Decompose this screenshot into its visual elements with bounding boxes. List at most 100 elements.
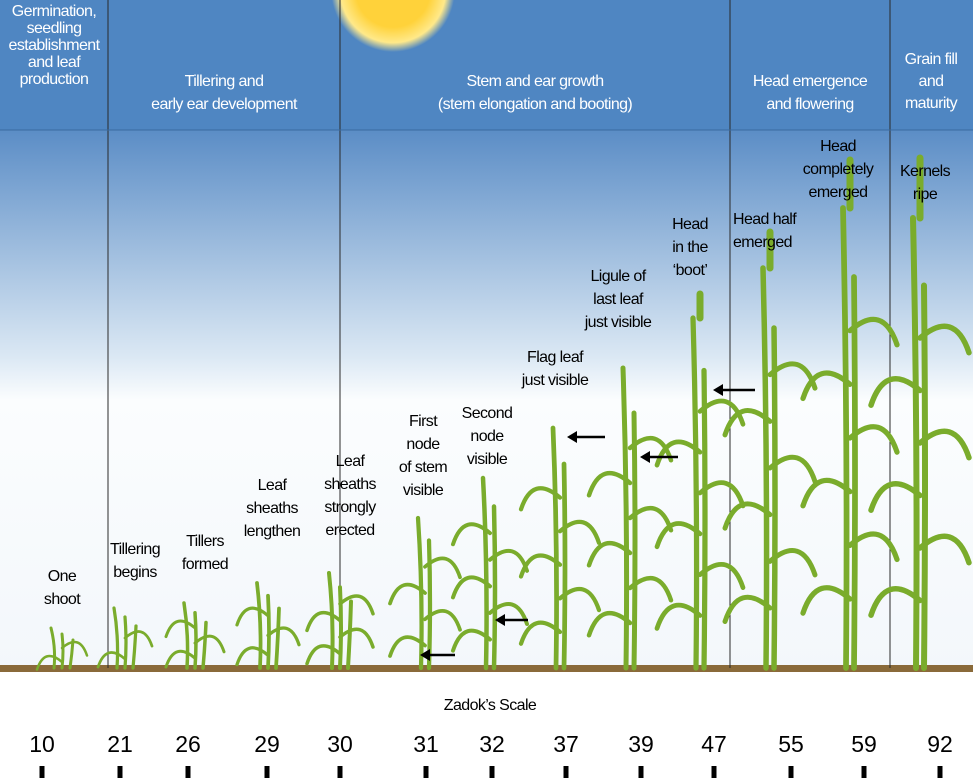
scale-value: 26 [175, 731, 201, 757]
leaf [451, 575, 492, 600]
scale-value: 32 [479, 731, 505, 757]
stem [123, 615, 128, 670]
leaf [518, 553, 563, 579]
stage-label: Leaf [258, 477, 288, 494]
stage-heading: establishment [9, 37, 101, 54]
leaf [627, 506, 674, 533]
stage-label: Tillering [110, 541, 160, 558]
leaf [868, 376, 923, 408]
arrow-head [640, 451, 650, 463]
leaf [847, 531, 900, 563]
stage-label: ‘boot’ [673, 262, 708, 279]
leaf [423, 609, 462, 632]
stage-label: Flag leaf [527, 349, 584, 366]
leaf [451, 522, 492, 547]
stem [112, 606, 120, 670]
leaf [800, 585, 853, 616]
stage-label: Kernels [900, 163, 951, 180]
leaf [586, 471, 633, 498]
leaf [586, 541, 633, 568]
leaf [557, 519, 602, 546]
scale-value: 47 [701, 731, 727, 757]
stem [415, 515, 424, 671]
stem [201, 620, 208, 670]
header-band [0, 0, 973, 130]
stage-label: shoot [44, 591, 81, 608]
stage-label: begins [113, 564, 157, 581]
stage-heading: Grain fill [905, 51, 958, 68]
stem [771, 325, 778, 671]
stage-label: First [409, 413, 438, 430]
stage-heading: Head emergence [753, 73, 868, 90]
leaf [193, 634, 226, 654]
stage-heading: and [919, 73, 944, 90]
stage-label: completely [803, 161, 874, 178]
stage-label: Ligule of [590, 268, 646, 285]
scale-tick [788, 766, 794, 778]
leaf [35, 654, 64, 671]
stage-label: sheaths [246, 500, 298, 517]
leaf [235, 646, 270, 667]
stage-label: ripe [913, 186, 938, 203]
stage-label: just visible [584, 314, 652, 331]
leaf [868, 481, 923, 513]
stage-label: One [48, 568, 77, 585]
arrows [420, 384, 755, 661]
stage-heading: Germination, [12, 3, 97, 20]
leaf [586, 611, 633, 638]
scale-tick [711, 766, 717, 778]
stem [620, 365, 630, 671]
stage-heading: and leaf [28, 54, 81, 71]
leaf [451, 628, 492, 653]
stem [491, 504, 498, 671]
scale-tick [264, 766, 270, 778]
scale-title: Zadok’s Scale [444, 697, 537, 714]
leaf [654, 602, 703, 631]
scale-tick [638, 766, 644, 778]
leaf [518, 620, 563, 646]
scale-tick [861, 766, 867, 778]
stage-label: Head [672, 216, 708, 233]
stage-heading: Tillering and [185, 73, 264, 90]
arrow-head [495, 614, 505, 626]
stem [561, 461, 568, 671]
stage-label: emerged [809, 184, 868, 201]
scale-value: 31 [413, 731, 439, 757]
arrow-head [567, 431, 577, 443]
stage-heading: Stem and ear growth [466, 73, 603, 90]
leaf [847, 316, 900, 348]
stage-label: visible [467, 451, 508, 468]
stem [840, 205, 850, 671]
stem [426, 538, 433, 671]
stage-label: node [470, 428, 504, 445]
leaf [722, 594, 773, 624]
plants [35, 154, 972, 671]
leaf [164, 619, 197, 639]
stem [631, 410, 638, 671]
leaf [305, 644, 342, 666]
stage-label: in the [672, 239, 708, 256]
leaf [722, 501, 773, 531]
stage-heading: seedling [27, 20, 82, 37]
stem [131, 624, 138, 670]
scale-tick [117, 766, 123, 778]
leaf [518, 486, 563, 512]
stage-label: just visible [521, 372, 589, 389]
stage-label: node [406, 436, 440, 453]
scale-value: 59 [851, 731, 877, 757]
stage-label: last leaf [593, 291, 644, 308]
leaf [338, 627, 375, 649]
leaf [800, 370, 853, 402]
stage-label: lengthen [244, 523, 301, 540]
stem [346, 599, 353, 670]
stage-label: of stem [399, 459, 448, 476]
stem [760, 265, 770, 671]
stem [266, 593, 271, 670]
scale-tick [489, 766, 495, 778]
stem [60, 632, 65, 670]
stem [550, 425, 559, 671]
scale-value: 39 [628, 731, 654, 757]
stage-label: Head [820, 138, 856, 155]
stage-label: Leaf [336, 453, 366, 470]
